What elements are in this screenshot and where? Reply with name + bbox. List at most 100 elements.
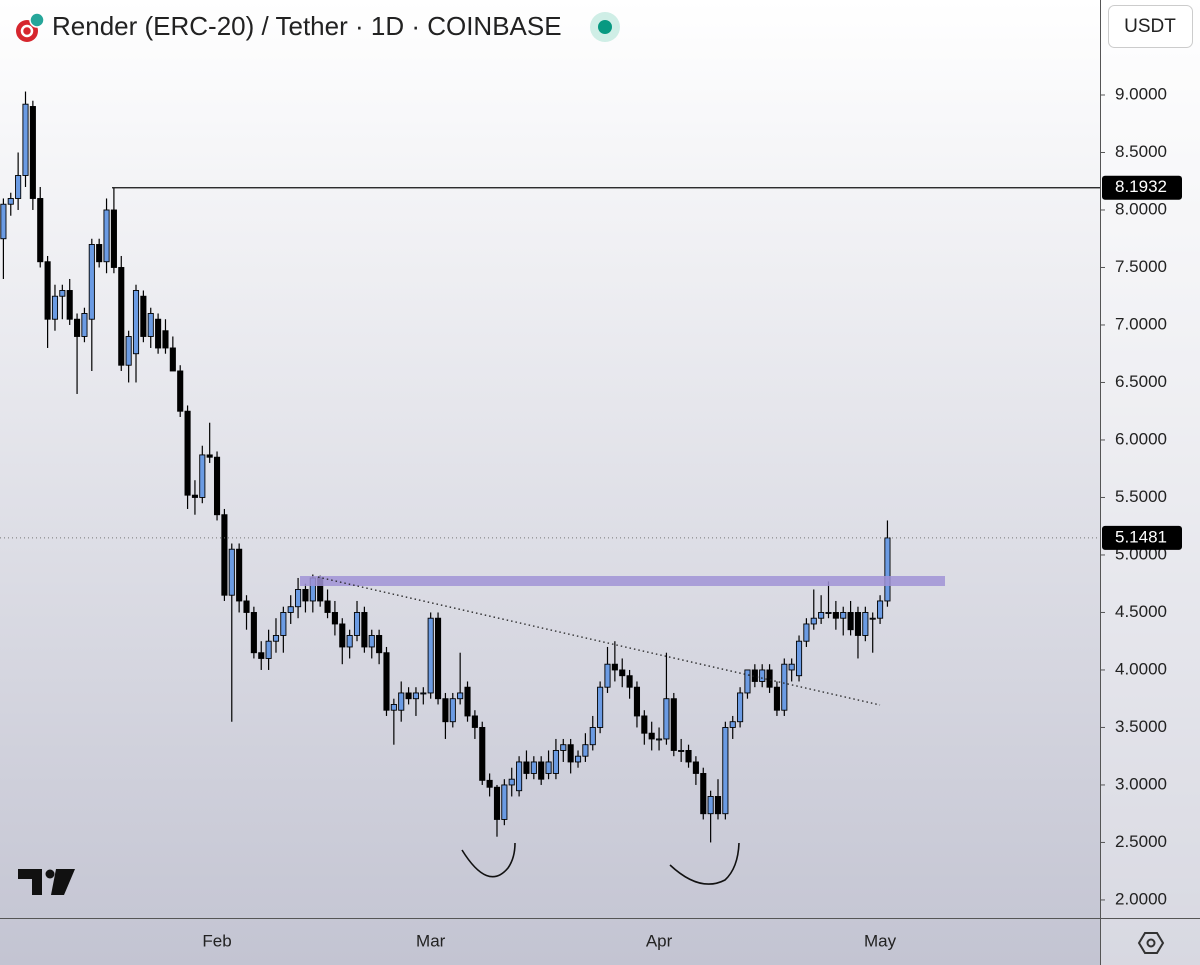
candle-body <box>759 669 766 682</box>
candle-body <box>103 209 110 263</box>
candle-body <box>250 612 257 654</box>
candle-body <box>44 261 51 320</box>
candle-body <box>611 663 618 671</box>
candle-body <box>29 106 36 199</box>
candle-body <box>169 347 176 372</box>
y-tick-label: 8.5000 <box>1115 142 1167 161</box>
candle-body <box>368 635 375 648</box>
candle-body <box>37 198 44 263</box>
candle-body <box>589 727 596 746</box>
candle-body <box>545 761 552 774</box>
candle-body <box>147 313 154 337</box>
candle-body <box>479 727 486 781</box>
candle-body <box>81 313 88 337</box>
symbol-icon-ring <box>20 24 34 38</box>
x-tick-label: Feb <box>202 931 231 950</box>
candle-body <box>15 175 22 199</box>
candle-body <box>751 669 758 682</box>
candle-body <box>560 744 567 751</box>
candle-body <box>516 761 523 792</box>
candle-body <box>832 612 839 619</box>
candle-body <box>398 692 405 711</box>
candle-body <box>221 514 228 596</box>
candle-body <box>280 612 287 636</box>
candle-body <box>442 698 449 723</box>
candle-body <box>213 456 221 516</box>
y-tick-label: 2.5000 <box>1115 832 1167 851</box>
candle-body <box>766 669 773 688</box>
candle-body <box>670 698 677 751</box>
candle-body <box>420 692 427 695</box>
candle-body <box>177 370 184 412</box>
candle-body <box>508 778 515 786</box>
candle-body <box>74 318 81 337</box>
y-tick-label: 8.0000 <box>1115 199 1167 218</box>
price-axis-panel <box>1100 0 1200 965</box>
settings-icon[interactable] <box>1137 932 1165 954</box>
candle-body <box>449 698 456 723</box>
candle-body <box>641 715 648 734</box>
candle-body <box>471 715 478 728</box>
bottom-arc <box>461 842 516 878</box>
candle-body <box>66 290 73 320</box>
candle-body <box>633 686 641 717</box>
currency-button-box[interactable] <box>1108 5 1193 48</box>
y-tick-label: 3.5000 <box>1115 717 1167 736</box>
candle-body <box>457 692 464 700</box>
candle-body <box>552 750 559 774</box>
x-tick-label: Apr <box>646 931 673 950</box>
candle-body <box>353 612 361 636</box>
candle-body <box>692 761 699 774</box>
candle-body <box>597 686 604 728</box>
tv-logo <box>18 869 75 895</box>
candle-body <box>59 290 66 297</box>
candle-body <box>737 692 744 723</box>
candle-body <box>744 669 751 694</box>
candle-body <box>110 209 117 268</box>
settings-icon-center[interactable] <box>1146 938 1156 948</box>
candle-body <box>700 773 707 815</box>
candle-body <box>236 548 243 602</box>
y-tick-label: 7.0000 <box>1115 314 1167 333</box>
y-tick-label: 2.0000 <box>1115 889 1167 908</box>
candle-body <box>295 589 302 608</box>
price-label-box <box>1102 175 1182 200</box>
candle-body <box>191 494 198 498</box>
candle-body <box>243 600 250 613</box>
last-price-box <box>1102 525 1182 550</box>
candle-body <box>501 784 508 820</box>
candle-body <box>493 786 501 820</box>
candle-body <box>22 103 29 176</box>
currency-button[interactable]: USDT <box>1108 5 1193 48</box>
candle-body <box>435 617 442 700</box>
candle-body <box>582 744 589 757</box>
candle-body <box>663 698 670 740</box>
candle-body <box>140 295 147 337</box>
candle-body <box>604 663 611 688</box>
candle-body <box>847 612 854 631</box>
chart-title: Render (ERC-20) / Tether · 1D · COINBASE <box>52 11 562 41</box>
candle-body <box>265 640 272 659</box>
candle-body <box>810 617 817 625</box>
candle-body <box>854 612 862 636</box>
candle-body <box>331 612 338 625</box>
candle-body <box>722 727 729 815</box>
axes: 2.00002.50003.00003.50004.00004.50005.00… <box>202 84 1182 950</box>
exchange-icon <box>29 12 45 28</box>
trendline <box>317 576 881 706</box>
currency-label[interactable]: USDT <box>1124 16 1176 37</box>
candle-body <box>464 686 471 717</box>
candle-body <box>825 612 832 614</box>
candle-body <box>302 589 309 602</box>
settings-button[interactable] <box>1137 932 1165 954</box>
candle-body <box>803 623 810 642</box>
candle-body <box>324 600 331 613</box>
candle-body <box>51 295 59 320</box>
bottom-arc <box>669 842 740 885</box>
candle-body <box>199 454 206 498</box>
candle-body <box>523 761 530 774</box>
candle-body <box>155 318 162 349</box>
candle-body <box>96 244 103 263</box>
header: Render (ERC-20) / Tether · 1D · COINBASE <box>16 11 620 42</box>
